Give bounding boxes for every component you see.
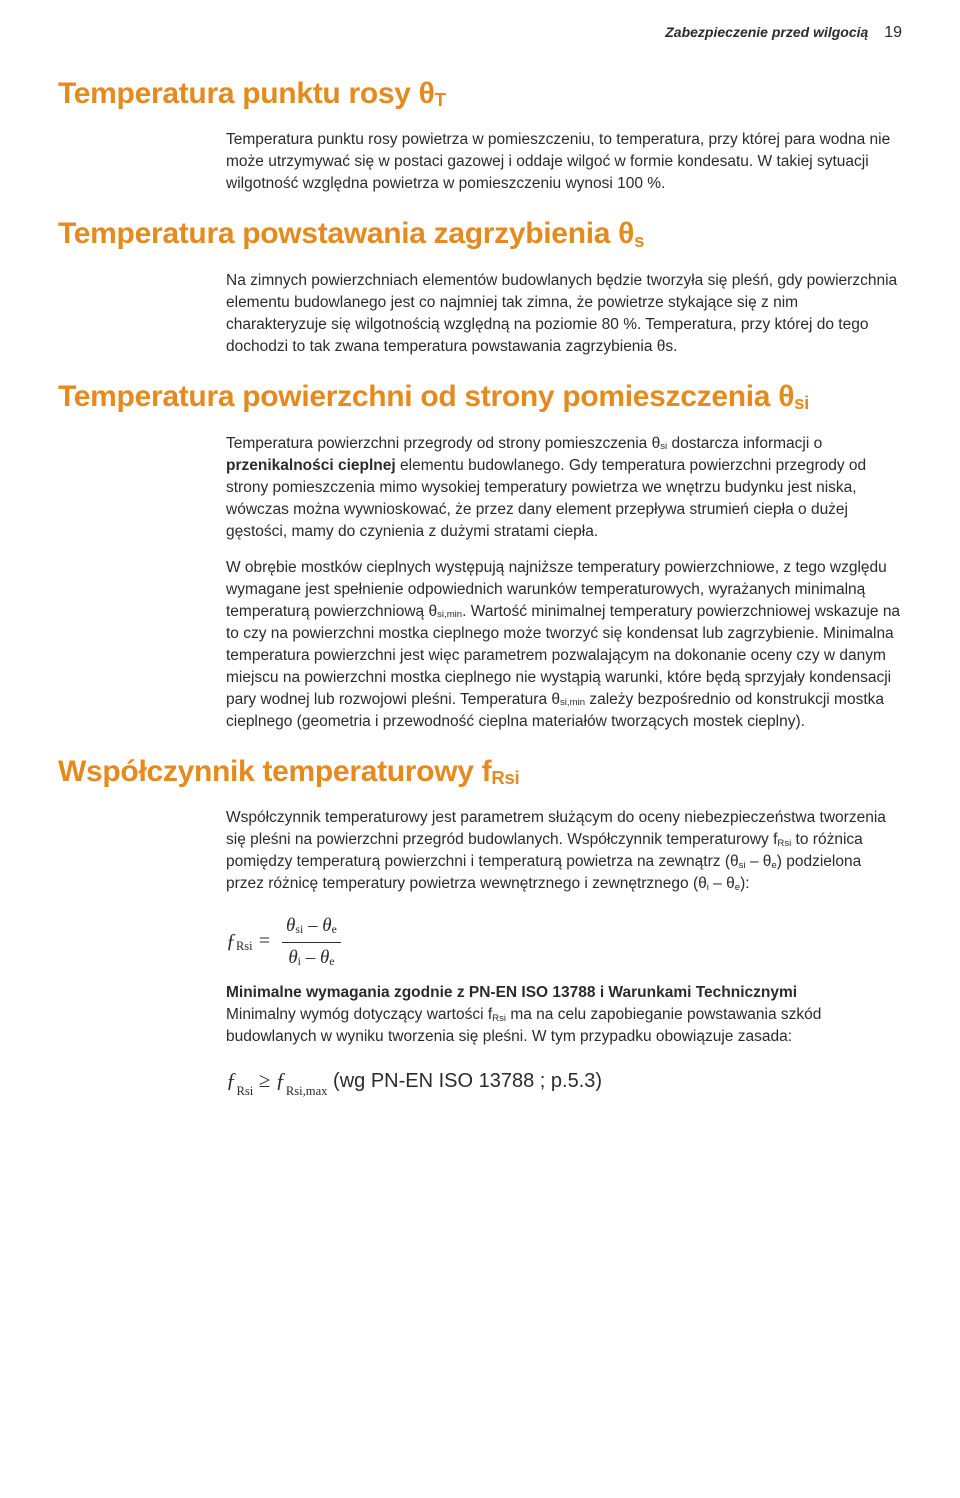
sub: Rsi [777,838,791,849]
section-factor-req: Minimalne wymagania zgodnie z PN-EN ISO … [226,982,902,1048]
sub: Rsi,max [286,1084,328,1098]
fraction: θsi – θe θi – θe [282,913,341,972]
tail-text: (wg PN-EN ISO 13788 ; p.5.3) [327,1070,602,1092]
heading-sub: s [634,230,644,251]
strong-text: przenikalności cieplnej [226,457,396,474]
fvar: ƒ [226,930,236,952]
sub: si [660,441,667,452]
theta: θ [288,947,297,968]
text: dostarcza informacji o [667,435,822,452]
fvar: ƒ [226,1068,237,1092]
formula-inequality: ƒRsi ≥ ƒRsi,max (wg PN-EN ISO 13788 ; p.… [226,1066,902,1098]
heading-text: Temperatura powierzchni od strony pomies… [58,380,794,413]
section-mold-body: Na zimnych powierzchniach elementów budo… [226,270,902,358]
numerator: θsi – θe [282,913,341,943]
text: – θ [746,853,772,870]
sub: e [735,882,740,893]
text: Temperatura powierzchni przegrody od str… [226,435,660,452]
heading-sub: Rsi [491,767,519,788]
paragraph: W obrębie mostków cieplnych występują na… [226,557,902,733]
text: – θ [301,947,329,968]
text: Minimalny wymóg dotyczący wartości f [226,1006,492,1023]
heading-temp-factor: Współczynnik temperaturowy fRsi [58,751,902,794]
heading-text: Temperatura punktu rosy θ [58,77,435,110]
heading-text: Temperatura powstawania zagrzybienia θ [58,217,634,250]
sub: i [707,882,709,893]
heading-dew-point: Temperatura punktu rosy θT [58,73,902,116]
page-number: 19 [884,24,902,41]
sub: e [329,955,334,968]
fvar: ƒ [275,1068,286,1092]
header-label: Zabezpieczenie przed wilgocią [665,24,868,40]
paragraph: Minimalne wymagania zgodnie z PN-EN ISO … [226,982,902,1048]
paragraph: Temperatura punktu rosy powietrza w pomi… [226,129,902,195]
formula-frsi: ƒRsi = θsi – θe θi – θe [226,913,902,972]
text: – θ [303,915,331,936]
sub: e [771,860,776,871]
op: ≥ [253,1068,275,1092]
section-surface-body: Temperatura powierzchni przegrody od str… [226,433,902,733]
text: ): [740,875,749,892]
heading-sub: si [794,392,809,413]
heading-mold-temp: Temperatura powstawania zagrzybienia θs [58,213,902,256]
paragraph: Na zimnych powierzchniach elementów budo… [226,270,902,358]
eq: = [253,930,277,952]
paragraph: Temperatura powierzchni przegrody od str… [226,433,902,543]
theta: θ [286,915,295,936]
denominator: θi – θe [282,943,341,972]
sub: Rsi [236,939,253,953]
sub: si,min [560,697,585,708]
heading-sub: T [435,89,446,110]
sub: si [295,923,303,936]
heading-text: Współczynnik temperaturowy f [58,755,491,788]
paragraph: Współczynnik temperaturowy jest parametr… [226,807,902,895]
text: – θ [709,875,735,892]
section-dew-point-body: Temperatura punktu rosy powietrza w pomi… [226,129,902,195]
sub: Rsi [237,1084,254,1098]
heading-surface-temp: Temperatura powierzchni od strony pomies… [58,376,902,419]
section-factor-body: Współczynnik temperaturowy jest parametr… [226,807,902,895]
sub: i [298,955,301,968]
page-header: Zabezpieczenie przed wilgocią 19 [58,22,902,45]
sub: e [332,923,337,936]
sub: Rsi [492,1013,506,1024]
sub: si,min [437,609,462,620]
strong-text: Minimalne wymagania zgodnie z PN-EN ISO … [226,984,797,1001]
sub: si [739,860,746,871]
